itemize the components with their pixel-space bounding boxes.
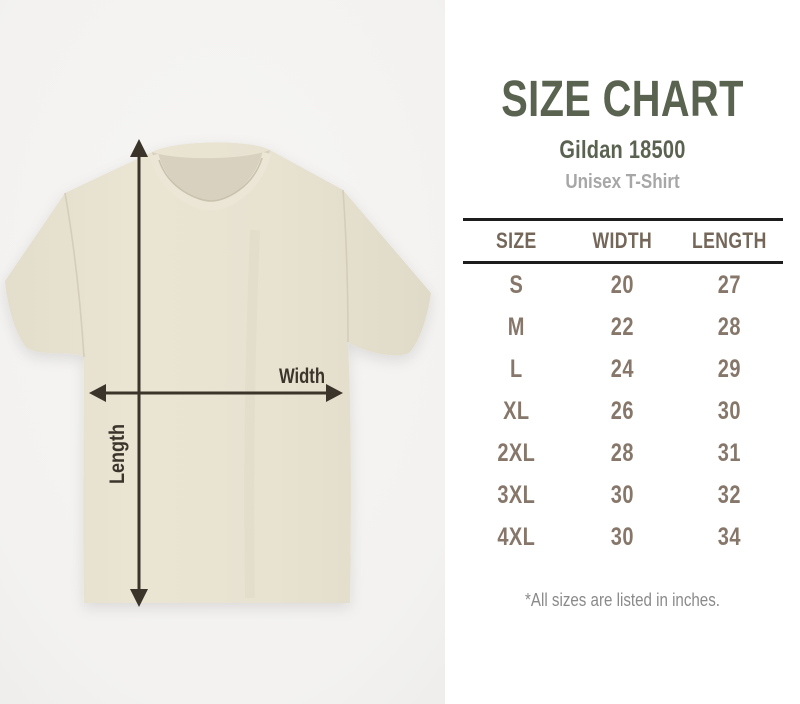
width-label: Width bbox=[279, 365, 325, 388]
width-cell: 22 bbox=[610, 312, 635, 341]
size-cell: 2XL bbox=[496, 438, 535, 467]
product-type: Unisex T-Shirt bbox=[565, 171, 680, 194]
tshirt-body bbox=[5, 142, 431, 603]
size-cell: S bbox=[508, 270, 523, 299]
width-cell: 30 bbox=[610, 480, 635, 509]
column-header-length: LENGTH bbox=[691, 228, 767, 254]
size-cell: L bbox=[509, 354, 523, 383]
product-name: Gildan 18500 bbox=[559, 136, 686, 165]
length-arrowhead-top-icon bbox=[130, 139, 148, 157]
tshirt-fabric-crease bbox=[244, 229, 260, 599]
tshirt-right-sleeve-seam bbox=[342, 189, 349, 343]
size-cell: 4XL bbox=[496, 522, 535, 551]
table-row-m: M 22 28 bbox=[463, 306, 783, 348]
width-cell: 30 bbox=[610, 522, 635, 551]
tshirt-collar-seam bbox=[158, 157, 263, 202]
table-row-2xl: 2XL 28 31 bbox=[463, 432, 783, 474]
width-arrowhead-right-icon bbox=[326, 384, 343, 402]
column-header-size: SIZE bbox=[495, 228, 537, 254]
length-arrowhead-bottom-icon bbox=[130, 589, 148, 607]
table-row-xl: XL 26 30 bbox=[463, 390, 783, 432]
width-cell: 26 bbox=[610, 396, 635, 425]
table-row-s: S 20 27 bbox=[463, 264, 783, 306]
length-cell: 30 bbox=[717, 396, 741, 425]
tshirt-measure-graphic: Width Length bbox=[0, 0, 445, 704]
tshirt-photo: Width Length bbox=[0, 0, 445, 704]
width-cell: 28 bbox=[610, 438, 635, 467]
width-cell: 24 bbox=[610, 354, 635, 383]
length-cell: 27 bbox=[717, 270, 741, 299]
width-cell: 20 bbox=[610, 270, 635, 299]
table-row-l: L 24 29 bbox=[463, 348, 783, 390]
size-cell: 3XL bbox=[496, 480, 535, 509]
length-cell: 31 bbox=[717, 438, 741, 467]
page-title: SIZE CHART bbox=[501, 70, 744, 127]
width-arrowhead-left-icon bbox=[89, 384, 106, 402]
table-row-3xl: 3XL 30 32 bbox=[463, 474, 783, 516]
table-row-4xl: 4XL 30 34 bbox=[463, 516, 783, 558]
measurement-arrows bbox=[89, 139, 343, 607]
column-header-width: WIDTH bbox=[592, 228, 653, 254]
length-cell: 28 bbox=[717, 312, 741, 341]
length-cell: 34 bbox=[717, 522, 741, 551]
size-cell: M bbox=[507, 312, 525, 341]
length-label: Length bbox=[106, 424, 129, 484]
units-footnote: *All sizes are listed in inches. bbox=[525, 590, 720, 611]
size-cell: XL bbox=[502, 396, 530, 425]
size-chart-panel: SIZE CHART Gildan 18500 Unisex T-Shirt S… bbox=[445, 0, 800, 704]
length-cell: 32 bbox=[717, 480, 741, 509]
size-table-header: SIZE WIDTH LENGTH bbox=[462, 218, 783, 265]
tshirt-left-sleeve-seam bbox=[64, 192, 85, 358]
tshirt-illustration bbox=[5, 142, 431, 603]
size-table: SIZE WIDTH LENGTH S 20 27 M 22 28 L 24 2… bbox=[462, 218, 783, 558]
tshirt-collar-band bbox=[149, 151, 272, 211]
length-cell: 29 bbox=[717, 354, 741, 383]
